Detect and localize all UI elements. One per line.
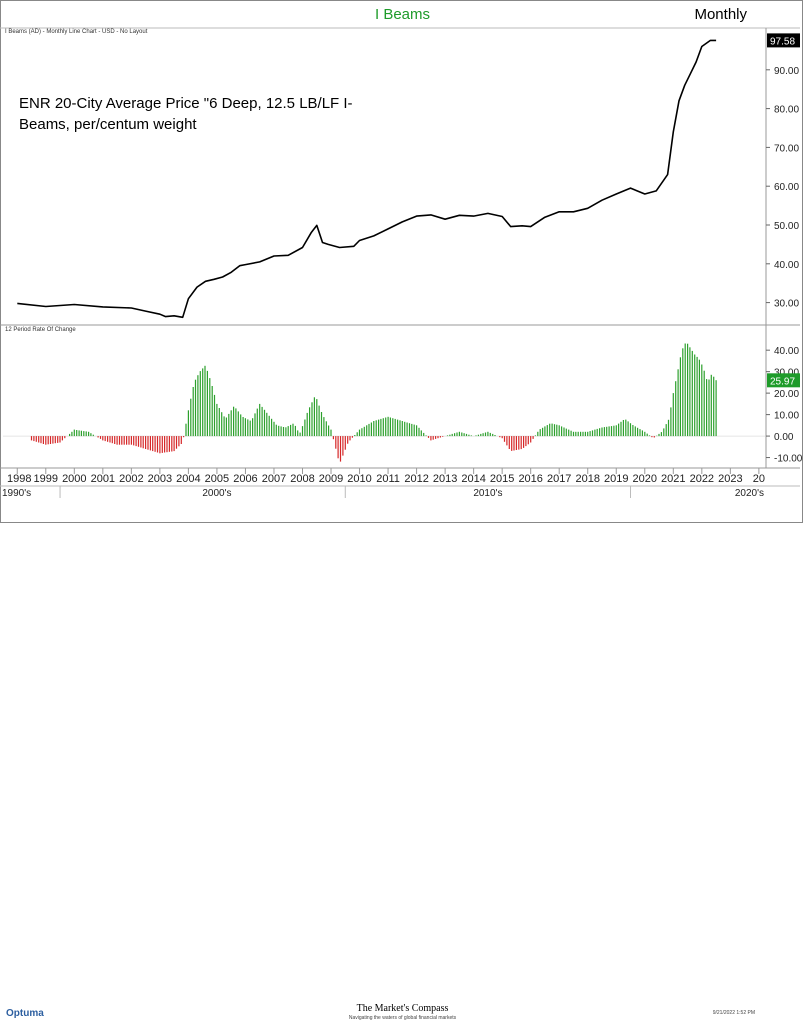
price-ytick-label: 40.00 (774, 260, 799, 271)
timestamp: 9/21/2022 1:52 PM (712, 1010, 755, 1016)
x-tick-label: 2021 (661, 473, 685, 485)
x-tick-label: 2016 (518, 473, 542, 485)
x-tick-label: 2018 (575, 473, 599, 485)
roc-ytick-label: 0.00 (774, 432, 794, 443)
chart-title: I Beams (374, 6, 431, 23)
roc-ytick-label: 40.00 (774, 346, 799, 357)
period-label: Monthly (694, 6, 747, 23)
x-tick-label: 2004 (176, 473, 200, 485)
x-tick-label: 2011 (376, 473, 400, 485)
x-tick-label: 2005 (205, 473, 229, 485)
decade-label: 2010's (473, 488, 502, 499)
price-ytick-label: 70.00 (774, 143, 799, 154)
roc-ytick-label: -10.00 (774, 454, 803, 465)
x-tick-label: 2000 (62, 473, 86, 485)
decade-label: 2020's (735, 488, 764, 499)
price-ytick-label: 50.00 (774, 221, 799, 232)
x-tick-label: 2001 (91, 473, 115, 485)
roc-ytick-label: 20.00 (774, 389, 799, 400)
x-tick-label: 2007 (262, 473, 286, 485)
roc-ytick-label: 10.00 (774, 411, 799, 422)
x-tick-label: 1998 (7, 473, 31, 485)
x-tick-label: 20 (753, 473, 765, 485)
last-price-label: 97.58 (770, 36, 795, 47)
x-tick-label: 2002 (119, 473, 143, 485)
chart-svg[interactable]: 30.00 40.00 50.00 60.00 70.00 80.00 90.00 97.58… (0, 0, 805, 525)
x-tick-label: 2013 (433, 473, 457, 485)
x-tick-label: 2008 (290, 473, 314, 485)
x-tick-label: 2006 (233, 473, 257, 485)
last-roc-box (767, 373, 800, 388)
roc-panel-subtitle: 12 Period Rate Of Change (5, 327, 76, 333)
x-tick-label: 2017 (547, 473, 571, 485)
roc-ytick-label: 30.00 (774, 368, 799, 379)
x-tick-label: 2009 (319, 473, 343, 485)
x-tick-label: 2019 (604, 473, 628, 485)
price-panel-subtitle: I Beams (AD) - Monthly Line Chart - USD … (5, 29, 148, 35)
decade-label: 1990's (2, 488, 31, 499)
chart-annotation: ENR 20-City Average Price "6 Deep, 12.5 … (19, 95, 353, 133)
brand-name: The Market's Compass (356, 1003, 449, 1014)
x-tick-label: 2003 (148, 473, 172, 485)
last-roc-label: 25.97 (770, 376, 795, 387)
x-tick-label: 2012 (404, 473, 428, 485)
chart-header: I Beams Monthly (0, 0, 805, 28)
x-tick-label: 2020 (633, 473, 657, 485)
x-tick-label: 1999 (34, 473, 58, 485)
footer: Optuma The Market's Compass Navigating t… (0, 500, 805, 1021)
price-ytick-label: 90.00 (774, 66, 799, 77)
price-ytick-label: 60.00 (774, 182, 799, 193)
decade-label: 2000's (202, 488, 231, 499)
last-price-box (767, 33, 800, 48)
price-ytick-label: 30.00 (774, 299, 799, 310)
x-tick-label: 2022 (690, 473, 714, 485)
price-line (17, 39, 717, 319)
x-tick-label: 2015 (490, 473, 514, 485)
x-tick-label: 2010 (347, 473, 371, 485)
price-ytick-label: 80.00 (774, 105, 799, 116)
brand-tagline: Navigating the waters of global financia… (348, 1015, 457, 1021)
x-tick-label: 2023 (718, 473, 742, 485)
x-tick-label: 2014 (461, 473, 485, 485)
chart-frame (0, 0, 803, 523)
